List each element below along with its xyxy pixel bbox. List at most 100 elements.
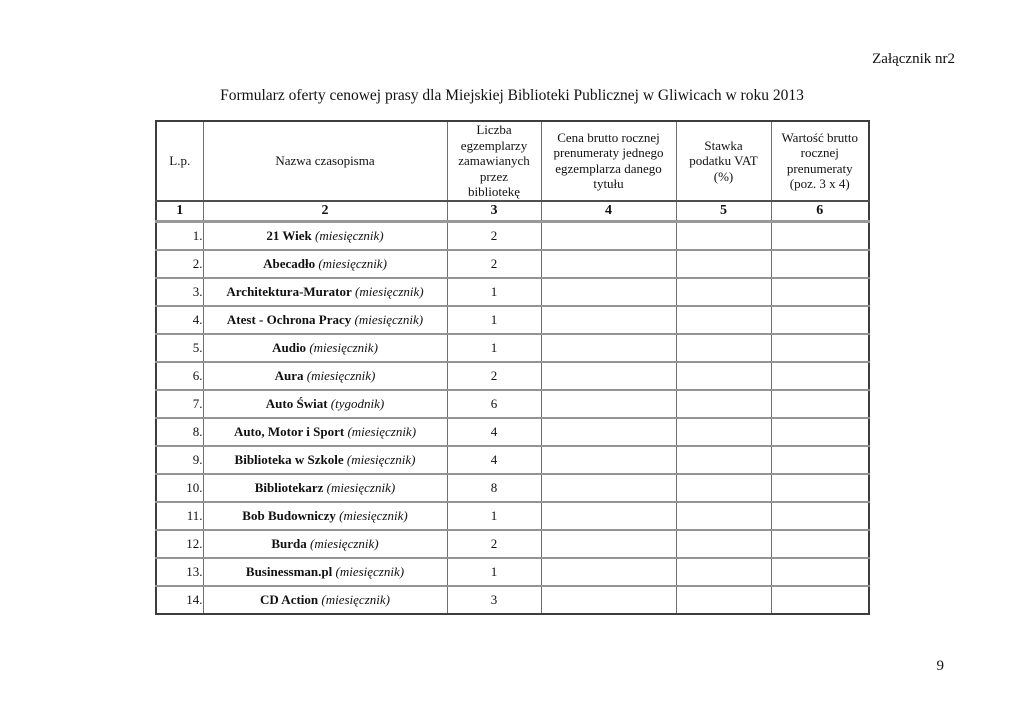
column-number-3: 3 bbox=[446, 200, 542, 223]
copies-count-cell: 1 bbox=[446, 276, 542, 306]
price-cell bbox=[540, 500, 677, 530]
copies-count-cell: 1 bbox=[446, 500, 542, 530]
row-number-cell: 8. bbox=[155, 416, 204, 446]
row-number-cell: 4. bbox=[155, 304, 204, 334]
magazine-frequency: (miesięcznik) bbox=[315, 227, 384, 243]
row-number-cell: 2. bbox=[155, 248, 204, 278]
vat-cell bbox=[675, 220, 772, 250]
price-cell bbox=[540, 444, 677, 474]
column-number-6: 6 bbox=[770, 200, 870, 223]
magazine-name: 21 Wiek bbox=[266, 227, 312, 243]
header-vat: Stawka podatku VAT (%) bbox=[675, 120, 772, 202]
magazine-name: Auto, Motor i Sport bbox=[233, 423, 345, 439]
price-cell bbox=[540, 472, 677, 502]
vat-cell bbox=[675, 248, 772, 278]
magazine-frequency: (miesięcznik) bbox=[355, 283, 424, 299]
table-row: 14. CD Action (miesięcznik) 3 bbox=[155, 584, 870, 614]
column-number-5: 5 bbox=[675, 200, 772, 223]
magazine-name-cell: Atest - Ochrona Pracy (miesięcznik) bbox=[202, 304, 448, 334]
magazine-name-cell: Burda (miesięcznik) bbox=[202, 528, 448, 558]
magazine-frequency: (miesięcznik) bbox=[321, 591, 390, 607]
table-row: 13. Businessman.pl (miesięcznik) 1 bbox=[155, 556, 870, 586]
vat-cell bbox=[675, 276, 772, 306]
table-row: 1. 21 Wiek (miesięcznik) 2 bbox=[155, 220, 870, 250]
magazine-name: Burda bbox=[271, 535, 307, 551]
magazine-name: Atest - Ochrona Pracy bbox=[226, 311, 352, 327]
magazine-name: Architektura-Murator bbox=[226, 283, 352, 299]
magazine-name-cell: Bob Budowniczy (miesięcznik) bbox=[202, 500, 448, 530]
magazine-name: Biblioteka w Szkole bbox=[234, 451, 344, 467]
value-cell bbox=[770, 500, 870, 530]
magazine-frequency: (miesięcznik) bbox=[347, 423, 417, 439]
column-number-4: 4 bbox=[540, 200, 677, 223]
price-cell bbox=[540, 360, 677, 390]
magazine-frequency: (tygodnik) bbox=[330, 395, 385, 411]
table-row: 5. Audio (miesięcznik) 1 bbox=[155, 332, 870, 362]
magazine-name: Bob Budowniczy bbox=[242, 507, 336, 523]
value-cell bbox=[770, 584, 870, 614]
page-title: Formularz oferty cenowej prasy dla Miejs… bbox=[220, 87, 804, 104]
copies-count-cell: 3 bbox=[446, 584, 542, 614]
magazine-name-cell: CD Action (miesięcznik) bbox=[202, 584, 448, 614]
price-cell bbox=[540, 220, 677, 250]
copies-count-cell: 4 bbox=[446, 416, 542, 446]
magazine-frequency: (miesięcznik) bbox=[309, 339, 378, 355]
table-row: 4. Atest - Ochrona Pracy (miesięcznik) 1 bbox=[155, 304, 870, 334]
magazine-name-cell: Abecadło (miesięcznik) bbox=[202, 248, 448, 278]
value-cell bbox=[770, 332, 870, 362]
column-number-1: 1 bbox=[155, 200, 204, 223]
vat-cell bbox=[675, 360, 772, 390]
magazine-frequency: (miesięcznik) bbox=[339, 507, 408, 523]
vat-cell bbox=[675, 472, 772, 502]
price-cell bbox=[540, 416, 677, 446]
magazine-name: Businessman.pl bbox=[245, 563, 333, 579]
row-number-cell: 3. bbox=[155, 276, 204, 306]
magazine-name: Auto Świat bbox=[265, 395, 328, 411]
magazine-name-cell: Bibliotekarz (miesięcznik) bbox=[202, 472, 448, 502]
table-row: 10. Bibliotekarz (miesięcznik) 8 bbox=[155, 472, 870, 502]
copies-count-cell: 1 bbox=[446, 304, 542, 334]
row-number-cell: 11. bbox=[155, 500, 204, 530]
header-lp: L.p. bbox=[155, 120, 204, 202]
price-cell bbox=[540, 332, 677, 362]
magazine-name-cell: Architektura-Murator (miesięcznik) bbox=[202, 276, 448, 306]
magazine-frequency: (miesięcznik) bbox=[335, 563, 405, 579]
header-copies: Liczba egzemplarzy zamawianych przez bib… bbox=[446, 120, 542, 202]
vat-cell bbox=[675, 528, 772, 558]
magazine-frequency: (miesięcznik) bbox=[326, 479, 396, 495]
copies-count-cell: 2 bbox=[446, 220, 542, 250]
vat-cell bbox=[675, 584, 772, 614]
magazine-name: Bibliotekarz bbox=[254, 479, 324, 495]
page-number: 9 bbox=[936, 658, 945, 674]
row-number-cell: 13. bbox=[155, 556, 204, 586]
header-row: L.p. Nazwa czasopisma Liczba egzemplarzy… bbox=[155, 120, 870, 202]
table-row: 11. Bob Budowniczy (miesięcznik) 1 bbox=[155, 500, 870, 530]
vat-cell bbox=[675, 444, 772, 474]
price-cell bbox=[540, 388, 677, 418]
price-cell bbox=[540, 304, 677, 334]
magazine-name-cell: Auto, Motor i Sport (miesięcznik) bbox=[202, 416, 448, 446]
row-number-cell: 7. bbox=[155, 388, 204, 418]
copies-count-cell: 1 bbox=[446, 332, 542, 362]
value-cell bbox=[770, 528, 870, 558]
value-cell bbox=[770, 220, 870, 250]
table-row: 8. Auto, Motor i Sport (miesięcznik) 4 bbox=[155, 416, 870, 446]
table-row: 6. Aura (miesięcznik) 2 bbox=[155, 360, 870, 390]
header-value: Wartość brutto rocznej prenumeraty (poz.… bbox=[770, 120, 870, 202]
magazine-name: Aura bbox=[274, 367, 304, 383]
value-cell bbox=[770, 444, 870, 474]
row-number-cell: 12. bbox=[155, 528, 204, 558]
magazine-frequency: (miesięcznik) bbox=[346, 451, 416, 467]
value-cell bbox=[770, 360, 870, 390]
copies-count-cell: 2 bbox=[446, 248, 542, 278]
table-row: 3. Architektura-Murator (miesięcznik) 1 bbox=[155, 276, 870, 306]
magazine-name-cell: Aura (miesięcznik) bbox=[202, 360, 448, 390]
price-cell bbox=[540, 276, 677, 306]
header-price: Cena brutto rocznej prenumeraty jednego … bbox=[540, 120, 677, 202]
vat-cell bbox=[675, 500, 772, 530]
attachment-label: Załącznik nr2 bbox=[872, 51, 955, 67]
magazine-name-cell: 21 Wiek (miesięcznik) bbox=[202, 220, 448, 250]
table-row: 2. Abecadło (miesięcznik) 2 bbox=[155, 248, 870, 278]
table-row: 7. Auto Świat (tygodnik) 6 bbox=[155, 388, 870, 418]
value-cell bbox=[770, 388, 870, 418]
